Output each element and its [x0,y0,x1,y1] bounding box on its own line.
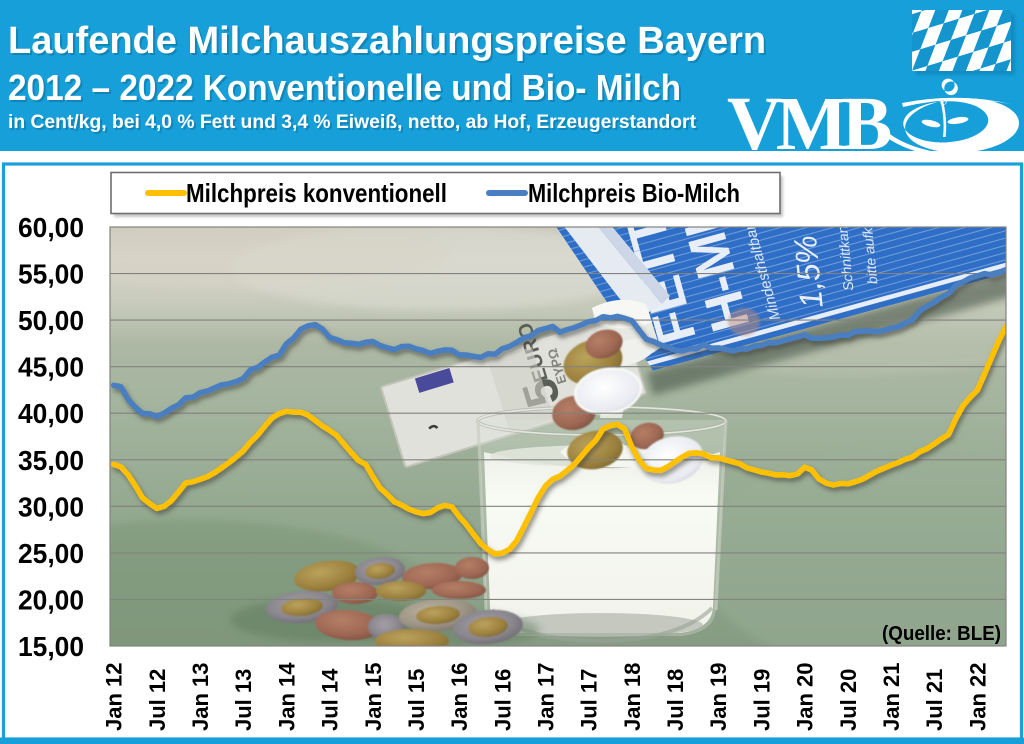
svg-text:Milchpreis Bio-Milch: Milchpreis Bio-Milch [528,178,740,208]
svg-text:35,00: 35,00 [18,445,84,476]
svg-text:Laufende Milchauszahlungspreis: Laufende Milchauszahlungspreise Bayern [10,22,768,64]
svg-text:Milchpreis konventionell: Milchpreis konventionell [186,178,447,208]
svg-text:Jul 21: Jul 21 [922,669,947,731]
svg-text:Jan 21: Jan 21 [879,663,904,732]
svg-text:Jan 12: Jan 12 [102,663,127,732]
svg-text:Jan 16: Jan 16 [447,663,472,732]
svg-text:Jul 15: Jul 15 [404,669,429,731]
svg-text:in Cent/kg, bei 4,0 % Fett und: in Cent/kg, bei 4,0 % Fett und 3,4 % Eiw… [8,112,697,133]
svg-text:Jan 20: Jan 20 [793,663,818,732]
svg-text:50,00: 50,00 [18,305,84,336]
svg-text:60,00: 60,00 [18,212,84,243]
svg-text:25,00: 25,00 [18,538,84,569]
svg-text:Jul 20: Jul 20 [836,669,861,731]
svg-text:Jul 13: Jul 13 [231,669,256,731]
svg-text:40,00: 40,00 [18,398,84,429]
svg-text:45,00: 45,00 [18,352,84,383]
svg-text:Jan 22: Jan 22 [965,663,990,732]
svg-text:15,00: 15,00 [18,631,84,662]
svg-text:30,00: 30,00 [18,491,84,522]
svg-text:20,00: 20,00 [18,584,84,615]
svg-text:2012 – 2022 Konventionelle und: 2012 – 2022 Konventionelle und Bio- Milc… [8,67,681,108]
svg-text:Jan 15: Jan 15 [361,663,386,732]
svg-text:VMB: VMB [727,82,891,166]
svg-text:Jul 12: Jul 12 [145,669,170,731]
svg-text:Jan 13: Jan 13 [188,663,213,732]
svg-text:Jul 14: Jul 14 [318,668,343,731]
svg-text:Jul 16: Jul 16 [490,669,515,731]
svg-text:2012 – 2022 Konventionelle und: 2012 – 2022 Konventionelle und Bio- Milc… [10,69,683,110]
svg-text:Jul 17: Jul 17 [577,669,602,731]
svg-text:Jul 18: Jul 18 [663,669,688,731]
svg-text:Jan 18: Jan 18 [620,663,645,732]
svg-text:55,00: 55,00 [18,259,84,290]
svg-text:(Quelle: BLE): (Quelle: BLE) [882,623,1001,645]
svg-text:Jan 19: Jan 19 [706,663,731,732]
svg-text:Jul 19: Jul 19 [749,669,774,731]
svg-text:in Cent/kg, bei 4,0 % Fett und: in Cent/kg, bei 4,0 % Fett und 3,4 % Eiw… [10,114,699,135]
svg-text:Jan 17: Jan 17 [534,663,559,732]
svg-text:Jan 14: Jan 14 [274,662,299,731]
svg-text:Laufende Milchauszahlungspreis: Laufende Milchauszahlungspreise Bayern [8,20,766,62]
